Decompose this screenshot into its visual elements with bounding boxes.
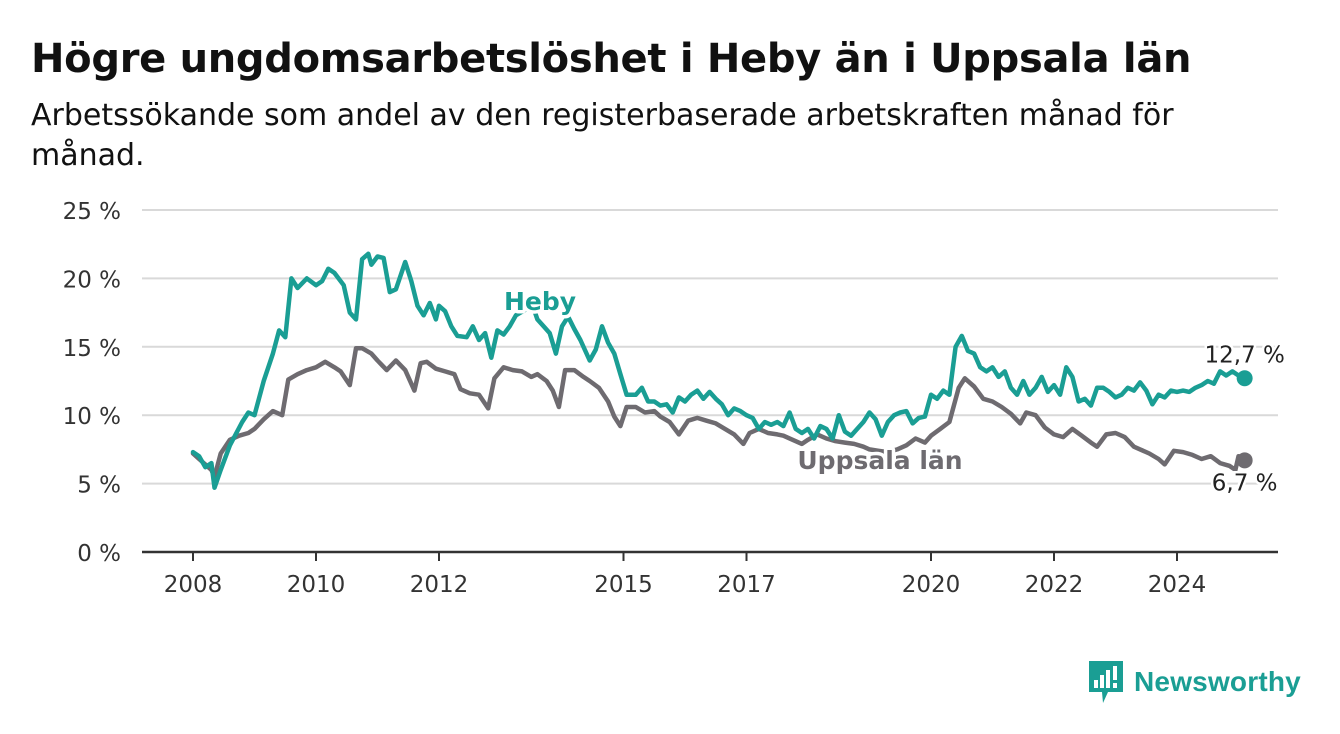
x-tick-label: 2020 — [902, 572, 961, 598]
x-tick-label: 2015 — [594, 572, 653, 598]
series-line-heby — [190, 251, 1247, 490]
chart-subtitle: Arbetssökande som andel av den registerb… — [31, 98, 1174, 173]
newsworthy-logo: Newsworthy — [1088, 660, 1301, 704]
y-tick-label: 10 % — [63, 404, 121, 430]
series-label-heby: Heby — [504, 287, 576, 316]
x-axis-ticks: 2008 2010 2012 2015 2017 2020 2022 2024 — [164, 552, 1207, 598]
chart-title: Högre ungdomsarbetslöshet i Heby än i Up… — [31, 36, 1192, 82]
series-label-uppsala-lan: Uppsala län — [797, 446, 962, 475]
y-tick-label: 20 % — [63, 267, 121, 293]
series-line-uppsala-l-n — [190, 345, 1247, 480]
y-tick-label: 5 % — [77, 473, 121, 499]
brand-name: Newsworthy — [1134, 666, 1301, 697]
y-tick-label: 25 % — [63, 199, 121, 225]
end-label-uppsala-lan: 6,7 % — [1212, 470, 1278, 496]
series-labels: Heby Uppsala län 12,7 % 6,7 % — [500, 284, 1287, 499]
x-tick-label: 2024 — [1148, 572, 1207, 598]
end-point-heby — [1236, 370, 1253, 387]
newsworthy-logo-icon — [1089, 661, 1123, 703]
x-tick-label: 2010 — [287, 572, 346, 598]
gridlines — [142, 209, 1278, 485]
x-tick-label: 2008 — [164, 572, 223, 598]
end-point-uppsala-l-n — [1236, 452, 1253, 469]
y-tick-label: 0 % — [77, 541, 121, 567]
y-tick-label: 15 % — [63, 336, 121, 362]
x-tick-label: 2012 — [410, 572, 469, 598]
x-tick-label: 2022 — [1025, 572, 1084, 598]
series-lines — [190, 251, 1253, 490]
y-axis-ticks: 0 % 5 % 10 % 15 % 20 % 25 % — [63, 199, 121, 567]
x-tick-label: 2017 — [717, 572, 776, 598]
end-label-heby: 12,7 % — [1204, 342, 1284, 368]
